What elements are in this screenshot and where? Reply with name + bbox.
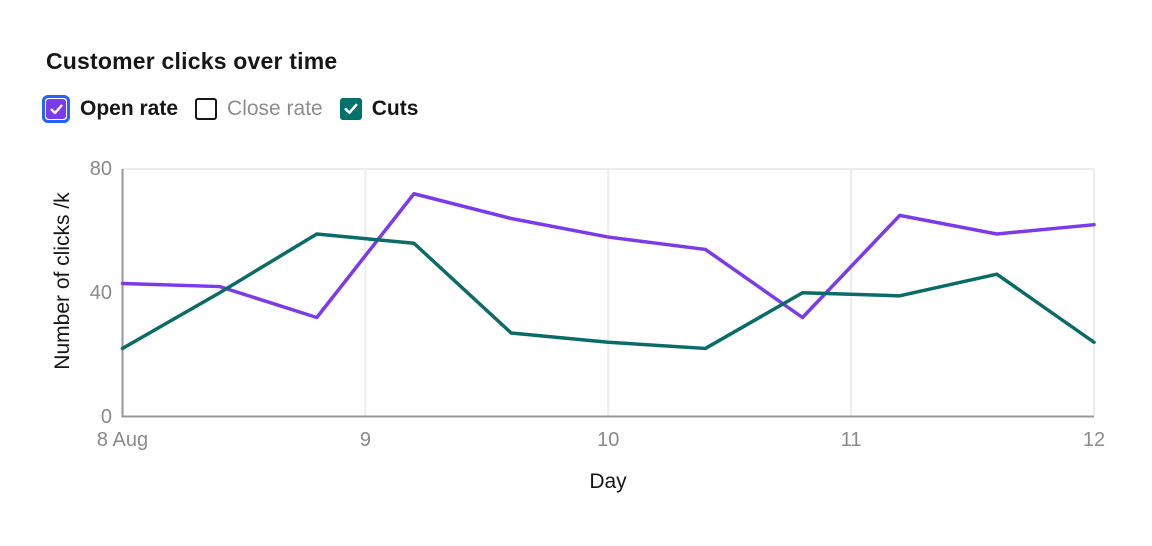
x-tick-label: 8 Aug — [96, 429, 149, 451]
y-tick-label: 40 — [89, 281, 112, 304]
x-tick-label: 11 — [840, 429, 862, 451]
checkbox-focus-ring — [42, 95, 70, 123]
x-axis-title: Day — [589, 470, 627, 493]
line-series-open-rate — [120, 192, 1096, 320]
legend-item-close-rate[interactable]: Close rate — [195, 97, 323, 121]
legend-label-cuts: Cuts — [371, 97, 419, 120]
x-tick-label: 10 — [597, 429, 620, 451]
close-rate-checkbox-unchecked — [195, 98, 218, 120]
chart-title: Customer clicks over time — [46, 48, 338, 74]
cuts-checkbox-checked — [339, 98, 362, 120]
legend-label-open-rate: Open rate — [80, 97, 179, 120]
legend-label-close-rate: Close rate — [227, 97, 323, 120]
y-axis-title: Number of clicks /k — [51, 192, 74, 370]
legend-item-open-rate[interactable]: Open rate — [42, 95, 178, 123]
axis-lines — [121, 169, 1094, 418]
x-tick-label: 9 — [359, 429, 371, 451]
open-rate-checkbox-checked — [46, 99, 66, 119]
y-tick-label: 80 — [89, 158, 112, 180]
checkmark-icon — [344, 103, 358, 115]
x-tick-label: 12 — [1082, 429, 1106, 451]
y-tick-label: 0 — [100, 405, 112, 428]
checkmark-icon — [49, 104, 63, 114]
line-series-cuts — [120, 232, 1096, 351]
legend: Open rate Close rate Cuts — [42, 93, 418, 125]
legend-item-cuts[interactable]: Cuts — [339, 97, 419, 121]
